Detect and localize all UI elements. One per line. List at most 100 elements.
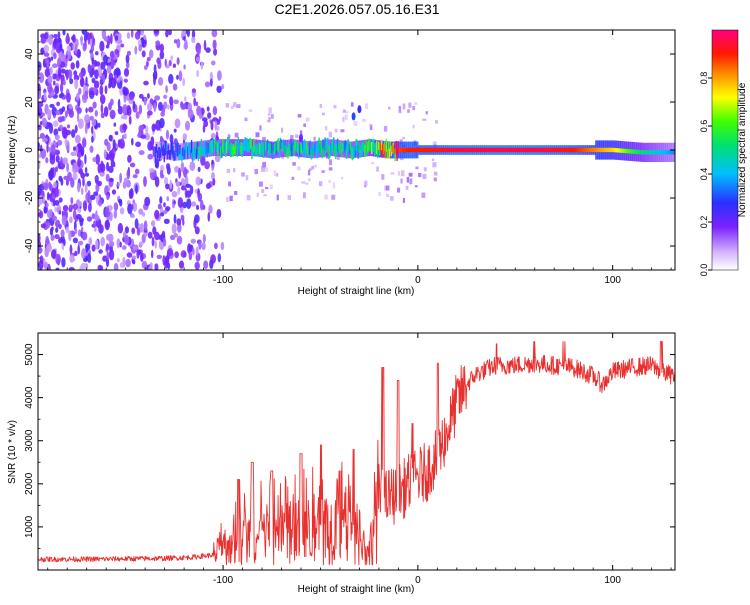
spectrogram-track-cell <box>158 147 161 162</box>
spectrogram-track-cell <box>349 141 352 150</box>
spectrogram-noise-cell <box>433 177 437 182</box>
snr-panel: -100 0 100 1000 2000 3000 4000 5000 Height of … <box>7 332 676 595</box>
spectrogram-track-cell <box>505 147 507 153</box>
spectrogram-track-cell <box>253 138 255 153</box>
spectrogram-track-cell <box>213 139 215 148</box>
spectrogram-noise-cell <box>60 235 65 244</box>
spectrogram-noise-cell <box>203 260 209 270</box>
spectrogram-track-cell <box>433 147 435 153</box>
spectrogram-track-cell <box>332 139 334 152</box>
spectrogram-track-cell <box>379 143 382 153</box>
spectrogram-noise-cell <box>84 183 88 193</box>
spectrogram-noise-cell <box>60 82 64 93</box>
spectrogram-track-cell <box>611 147 614 153</box>
spectrogram-track-cell <box>208 145 210 154</box>
spectrogram-noise-cell <box>184 39 188 50</box>
spectrogram-noise-cell <box>61 52 66 64</box>
spectrogram-noise-cell <box>177 186 181 195</box>
spectrogram-track-cell <box>220 146 222 158</box>
spectrogram-track-cell <box>281 142 283 151</box>
spectrogram-noise-cell <box>150 262 153 269</box>
spectrogram-track-cell <box>296 142 298 152</box>
spectrogram-noise-cell <box>113 210 118 219</box>
spectrogram-track-cell <box>293 144 295 156</box>
spectrogram-track-cell <box>535 147 538 153</box>
spectrogram-noise-cell <box>307 170 311 176</box>
spectrogram-track-cell <box>305 141 308 150</box>
spectrogram-noise-cell <box>254 169 258 175</box>
spectrogram-noise-cell <box>136 227 141 236</box>
spectrogram-track-cell <box>491 147 494 153</box>
spectrogram-noise-cell <box>123 88 128 96</box>
spectrogram-track-cell <box>488 147 490 153</box>
spectrogram-track-cell <box>425 147 428 153</box>
spectrogram-noise-cell <box>140 134 147 139</box>
spectrogram-noise-cell <box>208 204 213 214</box>
spectrogram-noise-cell <box>388 106 391 110</box>
spectrogram-track-cell <box>385 138 388 152</box>
spectrogram-track-cell <box>173 150 175 161</box>
spectrogram-noise-cell <box>398 105 402 112</box>
spectrogram-track-cell <box>377 148 379 158</box>
spectrogram-noise-cell <box>89 90 95 99</box>
spectrogram-track-cell <box>292 141 294 149</box>
spectrogram-noise-cell <box>207 112 212 119</box>
spectrogram-noise-cell <box>324 194 328 200</box>
spectrogram-track-cell <box>588 147 590 153</box>
spectrogram-noise-cell <box>313 136 316 141</box>
spectrogram-noise-cell <box>135 141 142 148</box>
spectrogram-noise-cell <box>154 240 158 249</box>
spectrogram-track-cell <box>418 147 421 153</box>
spectrogram-noise-cell <box>75 60 80 69</box>
spectrogram-track-cell <box>228 145 231 154</box>
spectrogram-noise-cell <box>171 223 177 234</box>
spectrogram-track-cell <box>200 138 203 152</box>
spectrogram-track-cell <box>408 147 410 153</box>
spectrogram-noise-cell <box>59 124 63 130</box>
spectrogram-noise-cell <box>303 123 306 127</box>
spectrogram-track-cell <box>413 147 415 153</box>
spectrogram-noise-cell <box>276 173 279 177</box>
spectrogram-noise-cell <box>423 167 427 172</box>
spectrogram-track-cell <box>398 147 400 153</box>
spectrogram-noise-cell <box>84 90 88 96</box>
spectrogram-noise-cell <box>336 154 340 160</box>
spectrogram-noise-cell <box>75 214 82 220</box>
spectrogram-track-cell <box>652 150 654 155</box>
spectrogram-track-cell <box>549 147 551 153</box>
spectrogram-noise-cell <box>140 30 144 36</box>
spectrogram-noise-cell <box>81 231 88 241</box>
spectrogram-noise-cell <box>154 176 160 188</box>
spectrogram-track-cell <box>381 144 384 158</box>
spectrogram-noise-cell <box>114 35 119 41</box>
spectrogram-noise-cell <box>297 166 301 171</box>
spectrogram-noise-cell <box>43 261 49 270</box>
spectrogram-track-cell <box>276 140 278 150</box>
spectrogram-track-cell <box>315 142 317 153</box>
spectrogram-noise-cell <box>216 85 222 94</box>
spectrogram-track-cell <box>227 137 230 150</box>
spectrogram-noise-cell <box>189 185 194 195</box>
spectrogram-noise-cell <box>100 61 106 70</box>
spectrogram-noise-cell <box>117 98 121 109</box>
spectrogram-noise-cell <box>99 85 104 96</box>
spectrogram-noise-cell <box>48 34 53 46</box>
spectrogram-noise-cell <box>189 161 196 172</box>
spectrogram-noise-cell <box>43 91 47 101</box>
spectrogram-track-cell <box>337 138 339 152</box>
colorbar-tick-label: 0.2 <box>699 216 709 229</box>
spectrogram-noise-cell <box>109 178 114 182</box>
spectrogram-noise-cell <box>158 77 164 86</box>
spectrogram-noise-cell <box>41 197 46 204</box>
spectrogram-noise-cell <box>209 78 213 87</box>
spectrogram-track-cell <box>347 139 350 154</box>
spectrogram-noise-cell <box>71 129 76 138</box>
spectrogram-noise-cell <box>110 33 113 45</box>
spectrogram-track-cell <box>419 147 422 153</box>
spectrogram-track-cell <box>492 147 495 153</box>
spectrogram-track-cell <box>511 147 513 153</box>
spectrogram-noise-cell <box>159 117 165 129</box>
snr-x-tick-label: 0 <box>415 575 421 586</box>
spectrogram-noise-cell <box>128 115 132 125</box>
spectrogram-noise-cell <box>54 206 58 212</box>
